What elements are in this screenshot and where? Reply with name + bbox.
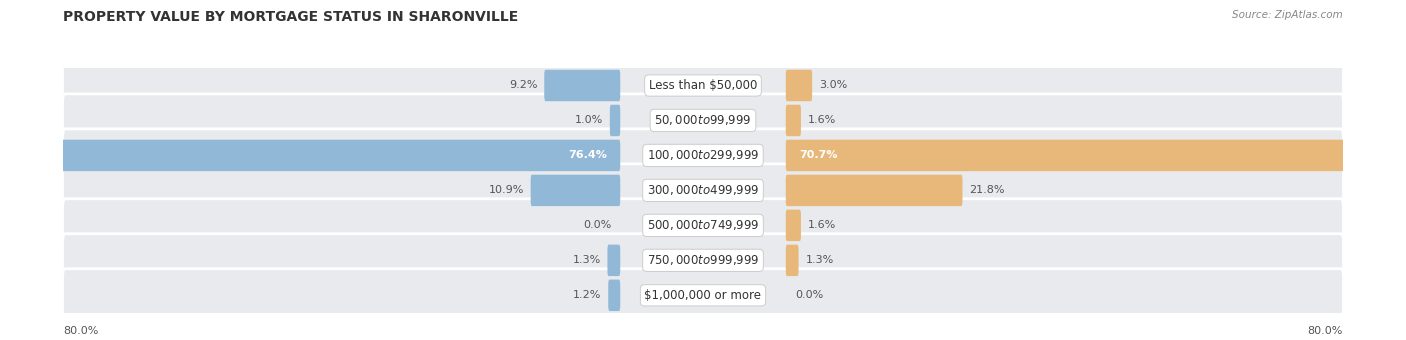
- Text: Source: ZipAtlas.com: Source: ZipAtlas.com: [1232, 10, 1343, 20]
- Text: 76.4%: 76.4%: [568, 150, 607, 160]
- Text: 1.3%: 1.3%: [572, 255, 600, 265]
- Text: $500,000 to $749,999: $500,000 to $749,999: [647, 218, 759, 232]
- FancyBboxPatch shape: [609, 279, 620, 311]
- Text: 21.8%: 21.8%: [969, 185, 1005, 195]
- FancyBboxPatch shape: [786, 175, 963, 206]
- FancyBboxPatch shape: [530, 175, 620, 206]
- FancyBboxPatch shape: [610, 105, 620, 136]
- FancyBboxPatch shape: [786, 210, 801, 241]
- Text: 70.7%: 70.7%: [799, 150, 838, 160]
- FancyBboxPatch shape: [62, 234, 1344, 287]
- FancyBboxPatch shape: [786, 140, 1354, 171]
- FancyBboxPatch shape: [786, 105, 801, 136]
- FancyBboxPatch shape: [62, 59, 1344, 112]
- FancyBboxPatch shape: [62, 269, 1344, 322]
- FancyBboxPatch shape: [786, 70, 813, 101]
- Text: $50,000 to $99,999: $50,000 to $99,999: [654, 114, 752, 128]
- Text: Less than $50,000: Less than $50,000: [648, 79, 758, 92]
- Text: 9.2%: 9.2%: [509, 81, 537, 90]
- Text: 3.0%: 3.0%: [818, 81, 848, 90]
- FancyBboxPatch shape: [544, 70, 620, 101]
- Text: $300,000 to $499,999: $300,000 to $499,999: [647, 183, 759, 198]
- FancyBboxPatch shape: [62, 129, 1344, 182]
- Text: 10.9%: 10.9%: [488, 185, 524, 195]
- Text: $750,000 to $999,999: $750,000 to $999,999: [647, 253, 759, 267]
- Text: 1.6%: 1.6%: [808, 220, 837, 231]
- Text: 0.0%: 0.0%: [794, 290, 823, 300]
- Text: 1.2%: 1.2%: [574, 290, 602, 300]
- Text: 80.0%: 80.0%: [63, 326, 98, 336]
- Text: 1.3%: 1.3%: [806, 255, 834, 265]
- FancyBboxPatch shape: [7, 140, 620, 171]
- Text: 1.0%: 1.0%: [575, 116, 603, 125]
- Text: 80.0%: 80.0%: [1308, 326, 1343, 336]
- Text: 0.0%: 0.0%: [583, 220, 612, 231]
- Text: $100,000 to $299,999: $100,000 to $299,999: [647, 149, 759, 163]
- FancyBboxPatch shape: [786, 244, 799, 276]
- FancyBboxPatch shape: [62, 199, 1344, 252]
- Text: $1,000,000 or more: $1,000,000 or more: [644, 289, 762, 302]
- FancyBboxPatch shape: [62, 164, 1344, 217]
- FancyBboxPatch shape: [607, 244, 620, 276]
- Text: 1.6%: 1.6%: [808, 116, 837, 125]
- Text: PROPERTY VALUE BY MORTGAGE STATUS IN SHARONVILLE: PROPERTY VALUE BY MORTGAGE STATUS IN SHA…: [63, 10, 519, 24]
- FancyBboxPatch shape: [62, 94, 1344, 147]
